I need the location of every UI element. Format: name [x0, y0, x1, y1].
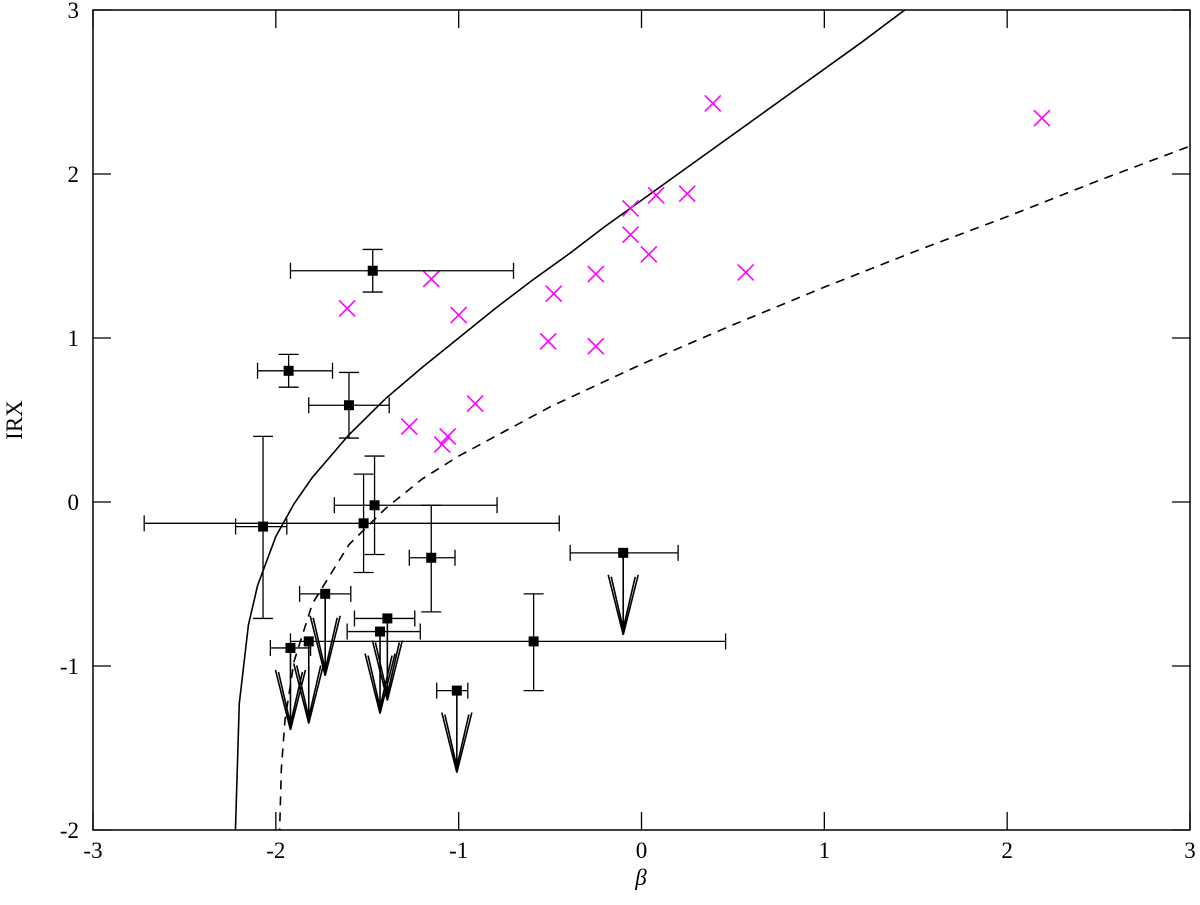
x-tick-label: -1 [449, 838, 468, 863]
y-tick-label: -1 [60, 654, 79, 679]
y-tick-label: 0 [68, 490, 80, 515]
upper-limit-arrow [309, 593, 341, 677]
y-axis-label: IRX [2, 400, 27, 440]
cross-marker [621, 226, 640, 244]
cross-marker [338, 299, 356, 318]
cross-marker [400, 417, 418, 436]
upper-limit-arrow [364, 631, 396, 714]
y-tick-label: 2 [68, 162, 80, 187]
x-error-bar [289, 633, 727, 650]
square-marker [343, 400, 354, 411]
square-marker [320, 588, 331, 599]
y-tick-label: 1 [68, 326, 80, 351]
cross-marker [587, 265, 605, 283]
x-tick-label: 1 [819, 838, 831, 863]
square-marker [369, 500, 380, 511]
square-marker [618, 547, 629, 558]
y-tick-label: -2 [60, 818, 79, 843]
x-tick-label: 0 [636, 838, 648, 863]
x-tick-label: 3 [1184, 838, 1196, 863]
plot-area [143, 10, 1190, 830]
square-marker [358, 518, 369, 529]
model-curve [234, 10, 906, 830]
cross-marker [621, 199, 640, 218]
cross-marker [640, 245, 658, 263]
square-marker [258, 521, 269, 532]
y-tick-label: 3 [68, 0, 80, 23]
square-marker [451, 685, 462, 696]
cross-marker [678, 185, 696, 203]
square-marker [283, 365, 294, 376]
x-tick-label: -3 [83, 838, 102, 863]
cross-marker [439, 427, 457, 445]
model-curve [278, 145, 1190, 830]
cross-marker [450, 306, 468, 324]
cross-marker [539, 332, 557, 350]
x-tick-label: 2 [1001, 838, 1013, 863]
square-marker [303, 636, 314, 647]
square-marker [382, 613, 393, 624]
square-marker [426, 552, 437, 563]
cross-marker [1033, 109, 1051, 127]
square-marker [367, 265, 378, 276]
x-error-bar [256, 362, 334, 379]
x-error-bar [289, 262, 515, 279]
cross-marker [737, 263, 755, 281]
cross-marker [587, 337, 605, 355]
x-axis-label: β [634, 865, 647, 890]
square-marker [375, 626, 386, 637]
x-error-bar [333, 497, 498, 514]
cross-marker [466, 395, 484, 413]
upper-limit-arrow [441, 690, 473, 773]
cross-marker [422, 270, 440, 288]
cross-marker [545, 285, 563, 303]
upper-limit-arrow [274, 647, 307, 731]
upper-limit-arrow [607, 552, 639, 636]
square-marker [528, 636, 539, 647]
cross-marker [433, 436, 451, 454]
plot-frame [92, 9, 1191, 831]
x-tick-label: -2 [266, 838, 285, 863]
cross-marker [704, 94, 722, 113]
x-error-bar [143, 515, 560, 532]
square-marker [285, 642, 296, 653]
cross-marker [647, 186, 665, 204]
